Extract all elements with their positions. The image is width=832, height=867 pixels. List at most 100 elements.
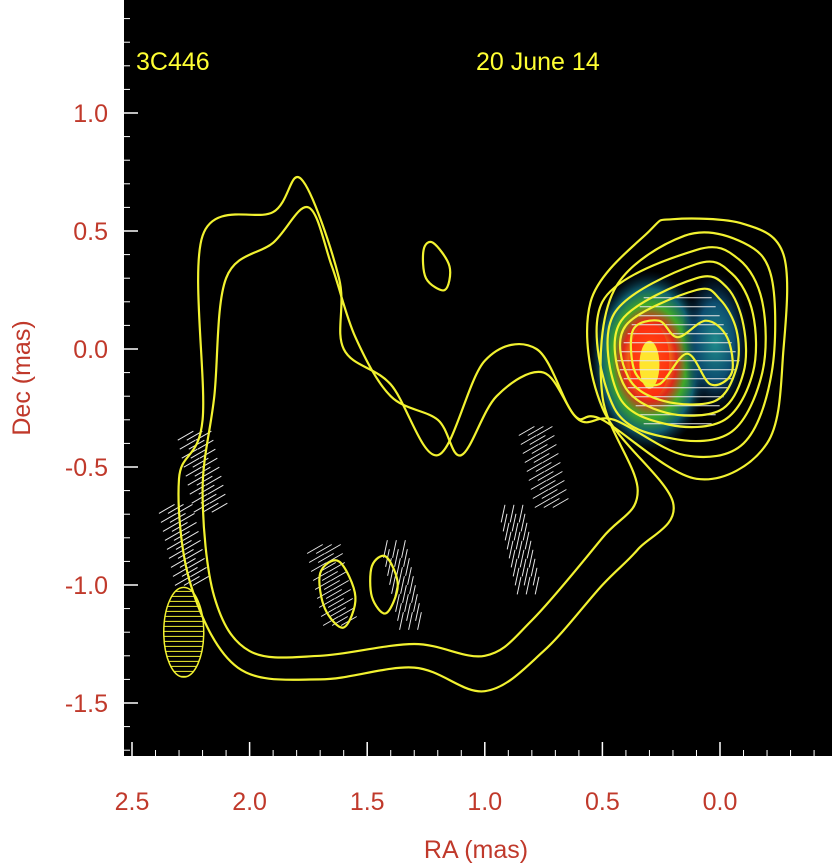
evpa-vector xyxy=(417,612,422,630)
evpa-vector xyxy=(308,553,325,563)
evpa-vector xyxy=(394,549,399,567)
evpa-vector xyxy=(530,480,547,490)
evpa-vector xyxy=(402,585,407,603)
evpa-vector xyxy=(546,471,563,481)
evpa-vector xyxy=(521,558,527,577)
evpa-vector xyxy=(186,548,203,559)
evpa-vector xyxy=(330,571,347,581)
evpa-vector xyxy=(338,607,355,617)
evpa-vector xyxy=(400,576,405,594)
evpa-vector xyxy=(207,484,224,495)
evpa-vector xyxy=(508,540,514,559)
evpa-vector xyxy=(413,594,418,612)
evpa-vector xyxy=(325,589,342,599)
evpa-vector xyxy=(519,549,525,568)
beam-ellipse xyxy=(163,586,205,678)
evpa-vector xyxy=(408,612,413,630)
x-tick-label: 2.5 xyxy=(115,788,150,816)
y-tick-label: -1.0 xyxy=(65,572,108,600)
evpa-vector xyxy=(525,576,531,595)
evpa-vector xyxy=(500,504,506,523)
evpa-vector xyxy=(395,594,400,612)
evpa-vector xyxy=(536,426,553,436)
evpa-vector xyxy=(164,530,181,541)
core-max xyxy=(639,340,660,389)
source-label: 3C446 xyxy=(136,48,210,76)
contour-lines xyxy=(177,175,789,693)
evpa-vector xyxy=(177,430,194,441)
evpa-vector xyxy=(535,462,552,472)
evpa-vector xyxy=(524,531,530,550)
evpa-vector xyxy=(541,489,558,499)
evpa-vector xyxy=(514,567,520,586)
evpa-vector xyxy=(510,549,516,568)
epoch-label: 20 June 14 xyxy=(476,48,600,76)
evpa-vector xyxy=(312,571,329,581)
evpa-vector xyxy=(177,548,194,559)
evpa-vector xyxy=(183,457,200,468)
evpa-vector xyxy=(403,549,408,567)
evpa-vector xyxy=(191,493,208,504)
evpa-vector xyxy=(539,480,556,490)
x-axis: 2.5 2.0 1.5 1.0 0.5 0.0 xyxy=(115,742,815,816)
evpa-vector xyxy=(526,540,532,559)
evpa-vector xyxy=(166,539,183,550)
evpa-vector xyxy=(502,513,508,532)
contour-line xyxy=(421,240,452,292)
contour-line xyxy=(369,554,399,615)
evpa-vector xyxy=(162,521,179,532)
y-tick-label: -1.5 xyxy=(65,690,108,718)
evpa-vector xyxy=(534,576,540,595)
evpa-vector xyxy=(538,435,555,445)
evpa-vector xyxy=(193,502,210,513)
evpa-vector xyxy=(203,466,220,477)
evpa-vector xyxy=(517,540,523,559)
evpa-vector xyxy=(411,585,416,603)
evpa-vector xyxy=(396,558,401,576)
evpa-vector xyxy=(323,580,340,590)
evpa-vector xyxy=(548,480,565,490)
evpa-vector xyxy=(181,566,198,577)
evpa-vector xyxy=(317,553,334,563)
y-tick-label: 1.0 xyxy=(73,100,108,128)
evpa-vector xyxy=(512,558,518,577)
evpa-vector xyxy=(196,475,213,486)
evpa-vector xyxy=(401,540,406,558)
evpa-vector xyxy=(205,475,222,486)
contour-line xyxy=(606,260,758,429)
y-tick-label: 0.0 xyxy=(73,336,108,364)
y-axis-title: Dec (mas) xyxy=(8,320,36,435)
evpa-vector xyxy=(179,439,196,450)
evpa-vector xyxy=(199,448,216,459)
evpa-vector xyxy=(392,540,397,558)
y-axis: 1.0 0.5 0.0 -0.5 -1.0 -1.5 xyxy=(65,18,138,751)
contour-line xyxy=(177,175,789,693)
evpa-vector xyxy=(518,504,524,523)
evpa-vector xyxy=(509,504,515,523)
evpa-vector xyxy=(397,603,402,621)
evpa-vector xyxy=(322,616,339,626)
evpa-vector xyxy=(160,512,177,523)
contour-line xyxy=(201,206,777,659)
beam-outline xyxy=(163,586,205,678)
contour-line xyxy=(613,275,748,417)
evpa-vector xyxy=(182,530,199,541)
x-axis-title: RA (mas) xyxy=(424,836,528,864)
evpa-vector xyxy=(537,471,554,481)
evpa-vector xyxy=(506,531,512,550)
polarization-vectors xyxy=(158,297,740,630)
evpa-vector xyxy=(310,562,327,572)
evpa-vector xyxy=(518,426,535,436)
contour-line xyxy=(318,559,357,629)
x-tick-label: 0.5 xyxy=(585,788,620,816)
evpa-vector xyxy=(504,522,510,541)
contour-line xyxy=(595,246,767,443)
evpa-vector xyxy=(202,502,219,513)
x-tick-label: 2.0 xyxy=(232,788,267,816)
evpa-vector xyxy=(515,531,521,550)
evpa-vector xyxy=(524,453,541,463)
evpa-vector xyxy=(513,522,519,541)
evpa-vector xyxy=(531,444,548,454)
evpa-vector xyxy=(318,598,335,608)
evpa-vector xyxy=(209,493,226,504)
